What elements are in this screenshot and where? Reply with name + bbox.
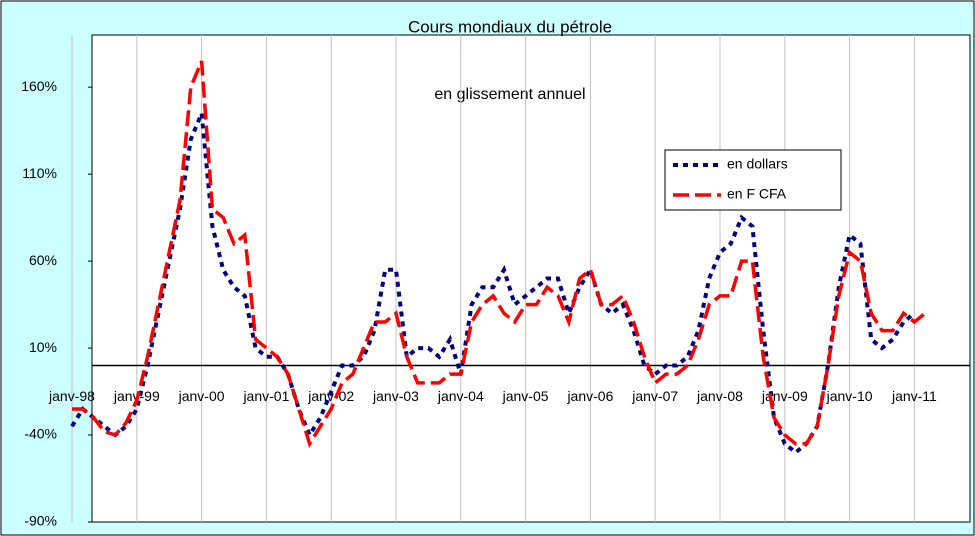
y-tick-label: 60% bbox=[29, 252, 57, 268]
legend-box bbox=[664, 149, 842, 211]
x-tick-label: janv-05 bbox=[502, 388, 549, 404]
x-tick-label: janv-04 bbox=[437, 388, 484, 404]
series-line bbox=[70, 112, 916, 455]
x-tick-label: janv-00 bbox=[178, 388, 225, 404]
x-tick-label: janv-09 bbox=[761, 388, 808, 404]
y-tick-label: 110% bbox=[22, 165, 57, 181]
y-tick-label: -90% bbox=[24, 513, 57, 529]
plot-area bbox=[91, 34, 971, 523]
x-tick-label: janv-10 bbox=[826, 388, 873, 404]
y-tick-label: 160% bbox=[21, 78, 57, 94]
x-tick-label: janv-08 bbox=[696, 388, 743, 404]
chart-title: Cours mondiaux du pétrole bbox=[408, 17, 612, 36]
x-tick-label: janv-07 bbox=[631, 388, 678, 404]
y-tick-label: -40% bbox=[24, 426, 57, 442]
x-tick-label: janv-11 bbox=[891, 388, 937, 404]
x-tick-label: janv-06 bbox=[566, 388, 613, 404]
legend-label: en F CFA bbox=[727, 186, 787, 202]
x-tick-label: janv-02 bbox=[307, 388, 354, 404]
x-tick-label: janv-01 bbox=[242, 388, 289, 404]
x-tick-label: janv-98 bbox=[48, 388, 95, 404]
annotation: en glissement annuel bbox=[434, 86, 585, 103]
y-tick-label: 10% bbox=[29, 339, 57, 355]
x-tick-label: janv-03 bbox=[372, 388, 419, 404]
legend-label: en dollars bbox=[727, 156, 788, 172]
